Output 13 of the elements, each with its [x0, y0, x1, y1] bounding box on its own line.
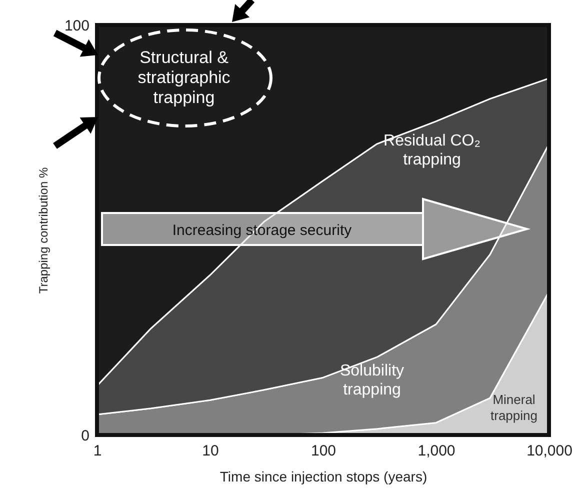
series-label: Solubility trapping — [340, 362, 404, 398]
series-label: Mineral trapping — [490, 392, 538, 423]
x-tick-label: 100 — [310, 442, 336, 460]
x-tick-label: 10,000 — [526, 442, 572, 460]
x-axis-title: Time since injection stops (years) — [220, 468, 428, 484]
series-label: Structural & stratigraphic trapping — [138, 48, 231, 107]
x-tick-label: 10 — [202, 442, 219, 460]
y-tick-label: 0 — [81, 428, 90, 444]
series-label: Residual CO₂ trapping — [384, 132, 480, 168]
annotation: Increasing storage security — [172, 222, 352, 239]
x-tick-label: 1,000 — [418, 442, 456, 460]
y-axis-title: Trapping contribution % — [36, 167, 50, 294]
x-tick-label: 1 — [93, 442, 102, 460]
